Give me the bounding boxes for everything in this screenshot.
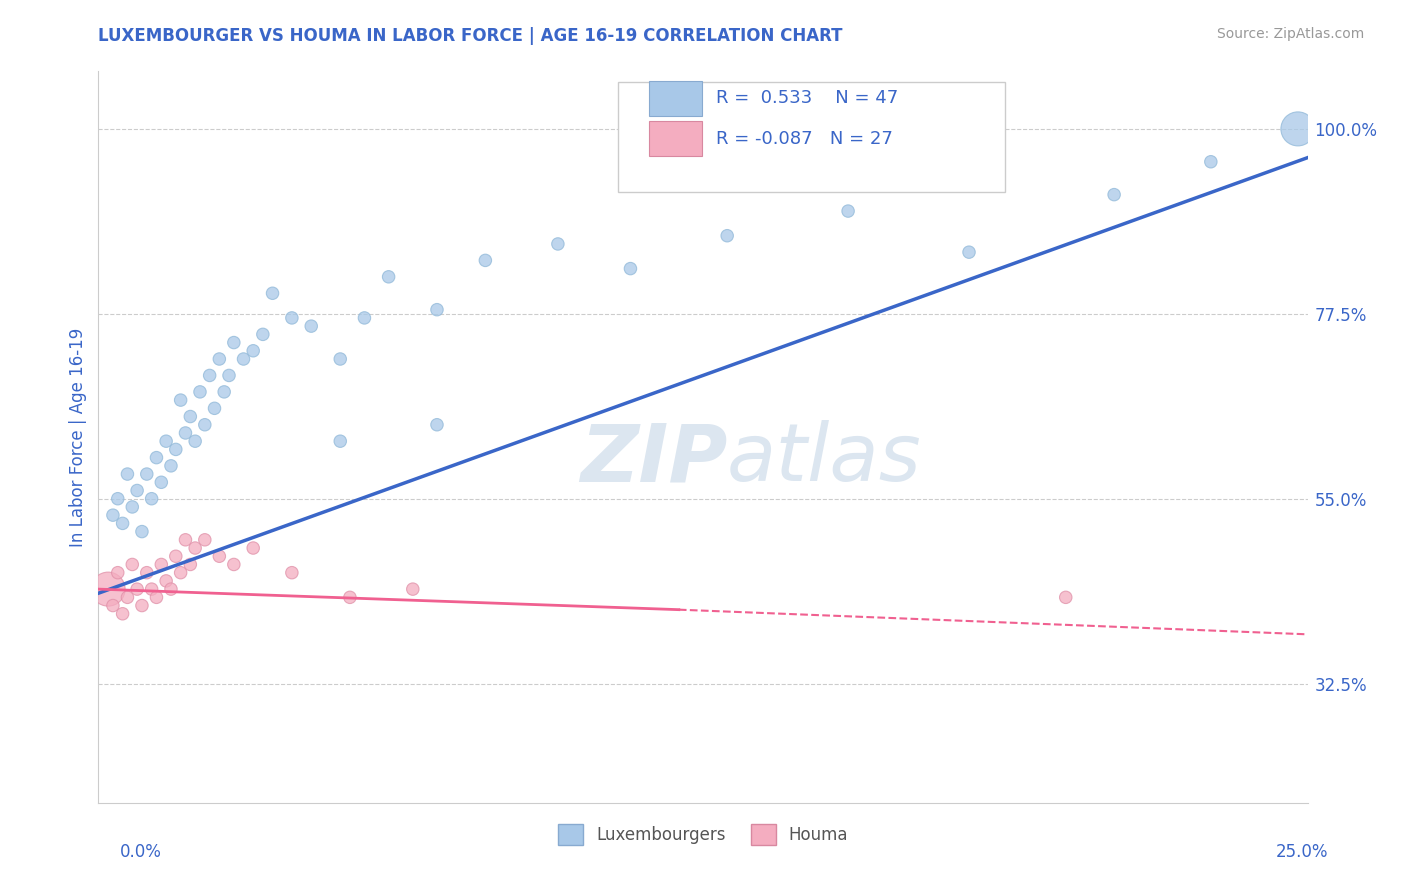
- Point: [1199, 154, 1222, 169]
- Point: [101, 599, 124, 613]
- Point: [111, 516, 134, 531]
- Point: [131, 524, 153, 539]
- Point: [165, 442, 187, 457]
- Point: [547, 236, 569, 251]
- Point: [377, 269, 399, 284]
- Text: ZIP: ZIP: [579, 420, 727, 498]
- Point: [222, 558, 245, 572]
- Point: [426, 417, 449, 432]
- Point: [155, 574, 177, 588]
- Point: [218, 368, 240, 383]
- Point: [194, 533, 217, 547]
- Point: [174, 425, 197, 440]
- Text: 25.0%: 25.0%: [1277, 843, 1329, 861]
- Point: [281, 566, 304, 580]
- Point: [150, 475, 173, 490]
- Point: [145, 591, 167, 605]
- Point: [117, 467, 139, 481]
- Point: [131, 599, 153, 613]
- Point: [262, 286, 284, 301]
- Point: [1054, 591, 1077, 605]
- Point: [174, 533, 197, 547]
- Point: [619, 261, 641, 276]
- Text: R =  0.533    N = 47: R = 0.533 N = 47: [716, 89, 898, 108]
- Point: [121, 500, 143, 514]
- Point: [402, 582, 425, 596]
- Point: [184, 434, 207, 449]
- Point: [299, 319, 322, 334]
- Point: [155, 434, 177, 449]
- Text: Source: ZipAtlas.com: Source: ZipAtlas.com: [1216, 27, 1364, 41]
- Point: [135, 467, 157, 481]
- Point: [208, 351, 231, 366]
- Point: [474, 253, 496, 268]
- Point: [198, 368, 221, 383]
- Text: 0.0%: 0.0%: [120, 843, 162, 861]
- Point: [160, 458, 183, 473]
- Point: [329, 351, 352, 366]
- Point: [204, 401, 226, 416]
- Point: [232, 351, 254, 366]
- Point: [837, 204, 859, 219]
- Point: [179, 558, 201, 572]
- Y-axis label: In Labor Force | Age 16-19: In Labor Force | Age 16-19: [69, 327, 87, 547]
- Point: [252, 327, 274, 342]
- Point: [1286, 121, 1309, 136]
- Point: [242, 343, 264, 358]
- Text: R = -0.087   N = 27: R = -0.087 N = 27: [716, 129, 893, 148]
- Point: [127, 582, 149, 596]
- FancyBboxPatch shape: [648, 81, 702, 116]
- Point: [101, 508, 124, 523]
- Point: [329, 434, 352, 449]
- Point: [426, 302, 449, 317]
- Point: [242, 541, 264, 555]
- Point: [107, 566, 129, 580]
- Point: [1102, 187, 1125, 202]
- Point: [957, 245, 980, 260]
- Point: [222, 335, 245, 350]
- Point: [212, 384, 235, 399]
- Text: LUXEMBOURGER VS HOUMA IN LABOR FORCE | AGE 16-19 CORRELATION CHART: LUXEMBOURGER VS HOUMA IN LABOR FORCE | A…: [98, 27, 844, 45]
- Point: [127, 483, 149, 498]
- Point: [141, 582, 163, 596]
- Point: [716, 228, 738, 243]
- Legend: Luxembourgers, Houma: Luxembourgers, Houma: [550, 816, 856, 853]
- Point: [188, 384, 211, 399]
- Point: [111, 607, 134, 621]
- Point: [184, 541, 207, 555]
- FancyBboxPatch shape: [648, 121, 702, 156]
- Point: [194, 417, 217, 432]
- Point: [169, 566, 191, 580]
- Point: [160, 582, 183, 596]
- Point: [169, 393, 191, 408]
- Point: [339, 591, 361, 605]
- Point: [165, 549, 187, 564]
- Point: [353, 310, 375, 325]
- Point: [208, 549, 231, 564]
- Point: [141, 491, 163, 506]
- Point: [121, 558, 143, 572]
- Text: atlas: atlas: [727, 420, 922, 498]
- Point: [135, 566, 157, 580]
- Point: [97, 582, 120, 596]
- Point: [107, 491, 129, 506]
- Point: [179, 409, 201, 424]
- Point: [150, 558, 173, 572]
- Point: [117, 591, 139, 605]
- Point: [281, 310, 304, 325]
- Point: [145, 450, 167, 465]
- FancyBboxPatch shape: [619, 82, 1005, 192]
